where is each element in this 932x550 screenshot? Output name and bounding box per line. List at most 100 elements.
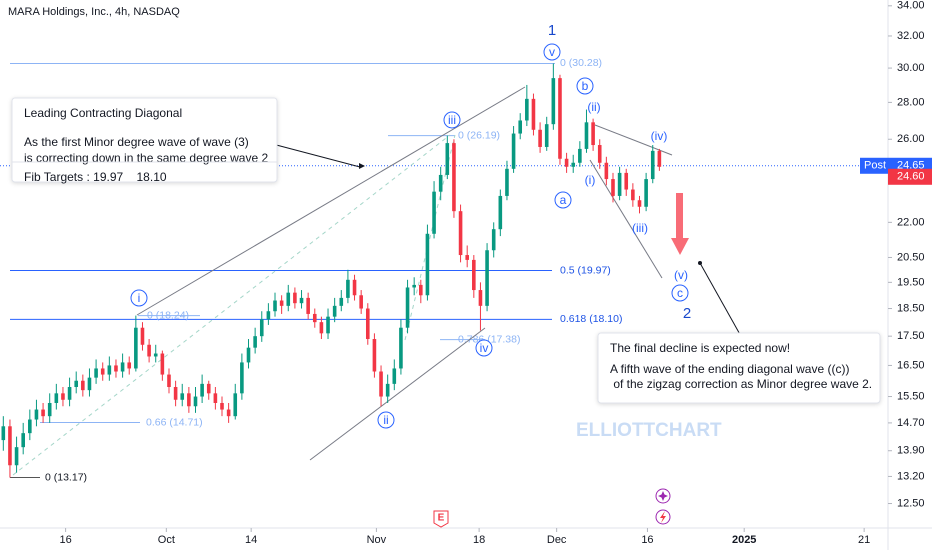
fib-label: 0 (13.17) — [45, 471, 87, 483]
candle-body — [259, 319, 264, 337]
y-tick-label: 34.00 — [897, 0, 925, 12]
candle-body — [544, 124, 549, 147]
fib-label: 0.66 (14.71) — [146, 416, 203, 428]
note-text: A fifth wave of the ending diagonal wave… — [610, 362, 849, 376]
candle-body — [94, 368, 98, 378]
wave-label: iii — [448, 113, 456, 127]
x-tick-label: Dec — [547, 534, 567, 546]
wave-label: (iv) — [651, 129, 668, 143]
last-price-tag — [888, 168, 932, 185]
candle-body — [306, 297, 310, 314]
candle-body — [114, 365, 118, 372]
candle-body — [206, 383, 211, 394]
candle-body — [41, 409, 45, 417]
candle-body — [299, 297, 304, 304]
y-tick-label: 18.50 — [897, 302, 925, 314]
event-marker-shape — [433, 510, 449, 528]
trend-line — [589, 159, 663, 279]
y-tick-label: 26.00 — [897, 133, 925, 145]
candle-body — [359, 295, 363, 309]
candle-body — [167, 374, 171, 388]
note-text: Fib Targets : 19.97 18.10 — [24, 170, 167, 184]
candle-body — [346, 279, 350, 298]
candle-body — [644, 179, 648, 207]
wave-label: (iii) — [632, 221, 648, 235]
wave-label: 1 — [548, 22, 556, 39]
candle-body — [140, 327, 145, 345]
wave-label: b — [582, 79, 589, 93]
candle-body — [485, 250, 489, 306]
candle-body — [478, 290, 483, 306]
candle-body — [531, 98, 536, 130]
wave-circle — [671, 284, 689, 302]
fib-label: 0 (18.24) — [147, 309, 189, 321]
candle-body — [604, 162, 609, 180]
note-text: Leading Contracting Diagonal — [24, 106, 182, 120]
wave-circle — [443, 111, 461, 129]
candle-body — [617, 172, 622, 196]
candle-body — [438, 174, 443, 192]
y-tick-label: 19.50 — [897, 276, 925, 288]
candle-body — [87, 377, 92, 391]
candle-body — [518, 120, 523, 134]
candle-body — [54, 393, 59, 403]
candle-body — [61, 393, 65, 400]
candle-body — [67, 387, 72, 400]
y-tick-label: 32.00 — [897, 30, 925, 42]
candle-body — [293, 292, 297, 304]
y-tick-label: 12.50 — [897, 497, 925, 509]
candle-body — [505, 168, 509, 196]
candle-body — [100, 368, 105, 375]
wave-circle — [475, 339, 493, 357]
candle-body — [273, 300, 277, 312]
candle-body — [173, 387, 178, 400]
candle-body — [47, 402, 52, 417]
note-box — [597, 332, 881, 404]
icon — [658, 491, 668, 501]
wave-label: v — [549, 45, 555, 59]
y-tick-label: 13.90 — [897, 445, 925, 457]
candle-body — [286, 292, 291, 306]
candle-body — [8, 426, 12, 466]
candle-body — [279, 300, 284, 306]
last-price-label: 24.60 — [897, 171, 925, 183]
candle-body — [525, 98, 529, 121]
wave-label: a — [560, 193, 567, 207]
y-tick-label: 28.00 — [897, 96, 925, 108]
candle-body — [74, 380, 79, 388]
wave-label: ii — [383, 413, 388, 427]
candle-body — [233, 393, 238, 417]
candle-body — [253, 336, 257, 348]
forecast-arrow — [671, 193, 689, 255]
fib-label: 0 (30.28) — [560, 57, 602, 69]
wave-label: i — [138, 291, 141, 305]
candle-body — [584, 122, 589, 149]
watermark: ELLIOTTCHART — [576, 420, 722, 441]
icon — [660, 511, 666, 523]
fib-label: 0.618 (18.10) — [560, 313, 622, 325]
wave-label: c — [677, 286, 683, 300]
wave-label: (v) — [674, 268, 688, 282]
x-tick-label: 18 — [473, 534, 485, 546]
candle-body — [650, 150, 655, 180]
candle-body — [624, 172, 629, 190]
candle-body — [578, 148, 582, 163]
x-tick-label: 14 — [245, 534, 257, 546]
candle-body — [14, 447, 19, 466]
candle-body — [1, 426, 6, 441]
candle-body — [465, 255, 469, 260]
candle-body — [134, 327, 138, 369]
wave-circle — [377, 411, 395, 429]
candle-body — [385, 383, 390, 397]
note-text: is correcting down in the same degree wa… — [24, 151, 268, 165]
dot-marker — [698, 261, 702, 265]
note-text: of the zigzag correction as Minor degree… — [610, 377, 872, 391]
candle-body — [611, 179, 615, 196]
y-tick-label: 15.50 — [897, 390, 925, 402]
post-price-value: 24.65 — [897, 160, 925, 172]
x-tick-label: 16 — [59, 534, 71, 546]
x-tick-label: Nov — [367, 534, 387, 546]
